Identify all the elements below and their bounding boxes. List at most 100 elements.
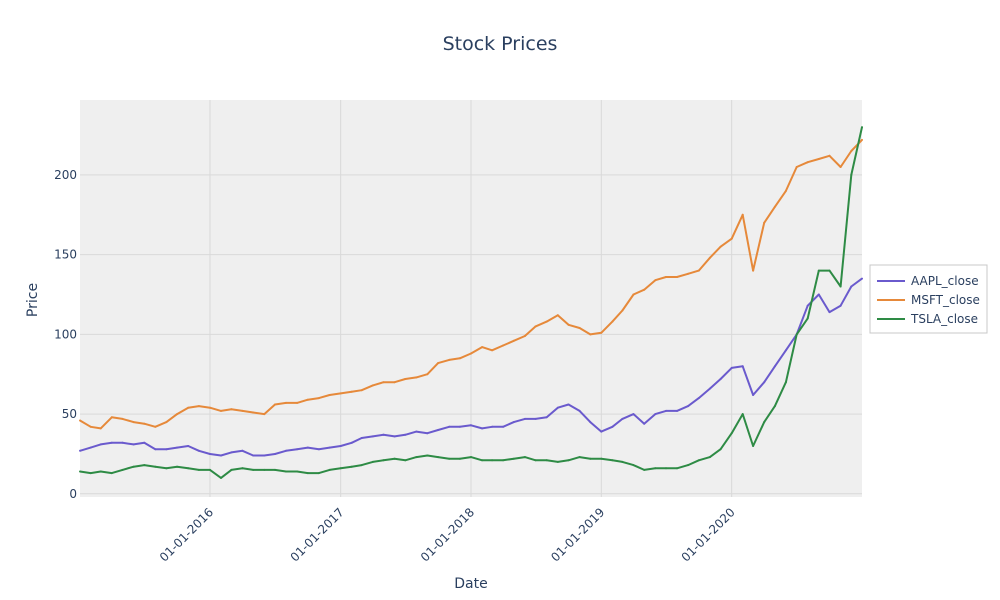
data-point xyxy=(437,429,440,431)
data-point xyxy=(643,468,646,471)
data-point xyxy=(708,456,711,459)
data-point xyxy=(165,467,168,470)
x-tick-labels: 01-01-2016 01-01-2017 01-01-2018 01-01-2019… xyxy=(157,505,738,564)
data-point xyxy=(556,460,559,463)
data-point xyxy=(296,470,299,473)
x-gridlines xyxy=(209,100,733,497)
data-point xyxy=(230,451,233,454)
data-point xyxy=(110,472,113,475)
data-point xyxy=(79,449,81,452)
data-point xyxy=(611,320,614,323)
data-point xyxy=(415,376,418,379)
data-point xyxy=(263,454,266,457)
data-point xyxy=(806,317,809,320)
data-point xyxy=(839,166,842,168)
data-point xyxy=(241,409,244,412)
data-point xyxy=(263,468,266,471)
data-point xyxy=(187,406,190,409)
data-point xyxy=(534,325,537,328)
data-point xyxy=(360,464,363,467)
data-point xyxy=(350,441,353,444)
data-point xyxy=(589,333,592,336)
data-point xyxy=(404,378,407,380)
data-point xyxy=(611,459,614,462)
data-point xyxy=(708,387,711,390)
data-point xyxy=(89,425,92,428)
data-point xyxy=(404,433,407,436)
data-point xyxy=(360,437,363,439)
data-point xyxy=(611,425,614,428)
data-point xyxy=(741,365,744,368)
data-point xyxy=(252,468,255,471)
legend-item-msft_close[interactable]: MSFT_close xyxy=(877,293,980,307)
data-point xyxy=(99,443,102,446)
data-point xyxy=(654,279,657,282)
data-point xyxy=(328,468,331,471)
x-tick-label: 01-01-2017 xyxy=(288,505,347,564)
data-point xyxy=(817,293,820,296)
y-gridlines xyxy=(80,174,862,495)
data-point xyxy=(317,448,320,451)
data-point xyxy=(741,413,744,416)
data-point xyxy=(154,448,157,451)
data-point xyxy=(99,470,102,473)
data-point xyxy=(209,453,211,455)
data-point xyxy=(502,425,505,428)
data-point xyxy=(828,311,831,314)
data-point xyxy=(850,285,853,288)
data-point xyxy=(784,349,787,352)
data-point xyxy=(817,269,820,272)
data-point xyxy=(567,459,570,462)
legend-item-aapl_close[interactable]: AAPL_close xyxy=(877,274,979,288)
data-point xyxy=(393,435,396,438)
data-point xyxy=(784,381,787,384)
x-tick-label: 01-01-2016 xyxy=(157,505,216,564)
data-point xyxy=(176,446,179,449)
data-point xyxy=(512,421,515,424)
data-point xyxy=(230,468,233,471)
data-point xyxy=(730,237,733,240)
data-point xyxy=(589,421,592,424)
data-point xyxy=(481,346,484,349)
data-point xyxy=(110,416,113,419)
data-point xyxy=(187,445,190,447)
data-point xyxy=(839,304,842,307)
data-point xyxy=(79,470,81,473)
data-point xyxy=(317,397,320,400)
data-point xyxy=(393,457,396,460)
data-point xyxy=(545,459,548,462)
legend-label: MSFT_close xyxy=(911,293,980,307)
data-point xyxy=(654,413,657,416)
data-point xyxy=(861,126,863,129)
data-point xyxy=(371,435,374,438)
legend-item-tsla_close[interactable]: TSLA_close xyxy=(877,312,978,326)
data-point xyxy=(545,416,548,419)
legend[interactable]: AAPL_close MSFT_close TSLA_close xyxy=(869,264,988,334)
data-point xyxy=(556,406,559,409)
chart-title: Stock Prices xyxy=(443,33,558,55)
series-lines xyxy=(79,126,863,479)
data-point xyxy=(220,454,222,457)
data-point xyxy=(534,459,537,462)
data-point xyxy=(252,411,255,414)
data-point xyxy=(534,417,537,420)
data-point xyxy=(165,448,168,451)
data-point xyxy=(665,276,667,278)
data-point xyxy=(350,465,353,468)
data-point xyxy=(209,468,211,471)
data-point xyxy=(621,417,624,420)
data-point xyxy=(697,269,700,272)
data-point xyxy=(632,293,635,296)
data-point xyxy=(545,320,548,323)
data-point xyxy=(773,405,776,408)
data-point xyxy=(426,373,429,376)
data-point xyxy=(274,403,276,406)
data-point xyxy=(263,413,266,416)
data-point xyxy=(339,392,342,395)
data-point xyxy=(274,468,276,471)
data-point xyxy=(850,150,853,152)
data-point xyxy=(512,339,515,342)
data-point xyxy=(512,457,515,460)
data-point xyxy=(502,344,505,347)
data-point xyxy=(861,138,863,141)
